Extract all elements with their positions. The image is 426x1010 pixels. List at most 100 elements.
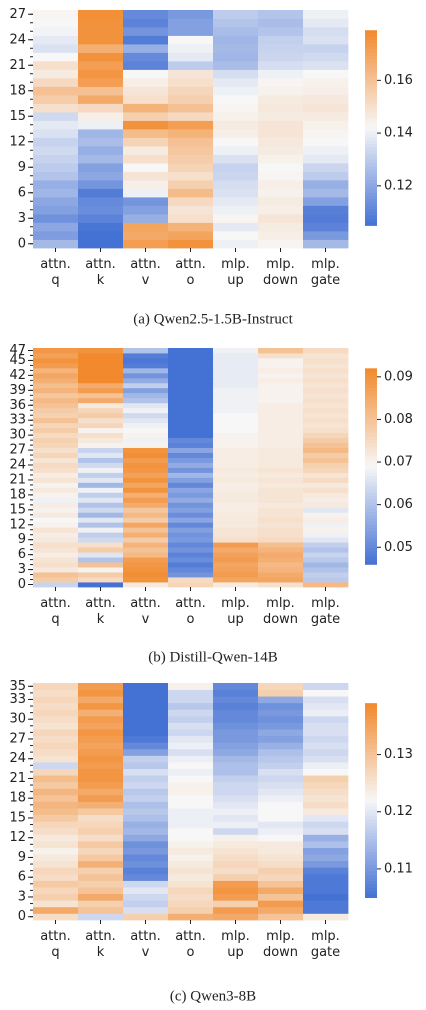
heatmap-cell <box>168 377 214 384</box>
heatmap-cell <box>213 497 259 503</box>
heatmap-cell <box>168 103 214 113</box>
heatmap-cell <box>303 377 349 384</box>
colorbar-segment <box>365 440 377 444</box>
heatmap-cell <box>303 163 349 172</box>
heatmap-cell <box>123 61 169 70</box>
heatmap-cell <box>168 582 214 588</box>
colorbar-segment <box>365 127 377 132</box>
heatmap-cell <box>78 442 124 448</box>
heatmap-cell <box>213 709 259 717</box>
heatmap-cell <box>123 205 169 215</box>
heatmap-cell <box>213 867 259 875</box>
heatmap-cell <box>168 860 214 868</box>
colorbar-segment <box>365 508 377 513</box>
heatmap-cell <box>303 52 349 62</box>
colorbar-segment <box>365 826 377 830</box>
heatmap-cell <box>33 412 79 419</box>
heatmap-cell <box>303 10 349 19</box>
heatmap-cell <box>258 552 304 558</box>
heatmap-cell <box>303 781 349 789</box>
colorbar-segment <box>365 557 377 562</box>
colorbar-segment <box>365 456 377 461</box>
heatmap-cell <box>168 382 214 389</box>
heatmap-cell <box>258 462 304 468</box>
colorbar-tick-label: 0.12 <box>384 804 413 819</box>
x-tick-label: attn. o <box>175 929 206 960</box>
heatmap-cell <box>78 814 124 822</box>
heatmap-cell <box>33 357 79 364</box>
heatmap-cell <box>33 880 79 888</box>
heatmap-cell <box>213 197 259 206</box>
heatmap-cell <box>168 417 214 424</box>
heatmap-cell <box>303 582 349 588</box>
heatmap-cell <box>303 214 349 223</box>
heatmap-cell <box>168 362 214 369</box>
colorbar-segment <box>365 371 377 376</box>
heatmap-cell <box>168 788 214 796</box>
heatmap-cell <box>168 537 214 543</box>
heatmap-cell <box>213 512 259 518</box>
heatmap-cell <box>78 447 124 453</box>
heatmap-cell <box>258 442 304 448</box>
heatmap-cell <box>123 913 169 921</box>
heatmap-cell <box>168 95 214 104</box>
heatmap-cell <box>258 180 304 189</box>
heatmap-cell <box>123 689 169 697</box>
heatmap-cell <box>78 537 124 543</box>
heatmap-cell <box>303 860 349 868</box>
heatmap-cell <box>258 867 304 875</box>
heatmap-cell <box>123 507 169 513</box>
heatmap-cell <box>258 129 304 138</box>
heatmap-cell <box>78 69 124 79</box>
heatmap-cell <box>123 729 169 737</box>
heatmap-cell <box>258 137 304 147</box>
colorbar-tick-label: 0.12 <box>384 178 413 193</box>
heatmap-cell <box>303 696 349 704</box>
x-tick-label: attn. v <box>130 596 161 627</box>
heatmap-cell <box>168 742 214 750</box>
colorbar-segment <box>365 767 377 772</box>
heatmap-cell <box>78 702 124 710</box>
heatmap-cell <box>213 900 259 908</box>
heatmap-cell <box>168 447 214 453</box>
colorbar-segment <box>365 803 377 808</box>
y-tick-label: 33 <box>9 413 26 428</box>
heatmap-cell <box>78 412 124 419</box>
heatmap-cell <box>33 562 79 568</box>
heatmap-cell <box>78 27 124 36</box>
heatmap-cell <box>33 214 79 223</box>
y-tick-label: 15 <box>9 109 26 124</box>
heatmap-cell <box>213 482 259 488</box>
colorbar-segment <box>365 166 377 171</box>
heatmap-cell <box>213 372 259 379</box>
heatmap-cell <box>213 788 259 796</box>
heatmap-cell <box>78 477 124 483</box>
heatmap-cell <box>78 775 124 783</box>
heatmap-cell <box>303 821 349 829</box>
heatmap-cell <box>258 457 304 463</box>
x-tick-label: mlp. gate <box>311 257 340 288</box>
heatmap-cell <box>303 788 349 796</box>
colorbar-segment <box>365 813 377 818</box>
heatmap-cell <box>258 407 304 414</box>
colorbar-segment <box>365 105 377 109</box>
colorbar-segment <box>365 881 377 886</box>
colorbar-segment <box>365 505 377 510</box>
heatmap-cell <box>303 537 349 543</box>
heatmap-cell <box>78 372 124 379</box>
heatmap-cell <box>213 577 259 583</box>
heatmap-cell <box>258 112 304 121</box>
heatmap-cell <box>303 137 349 147</box>
heatmap-cell <box>78 748 124 756</box>
heatmap-cell <box>168 547 214 553</box>
heatmap-cell <box>123 748 169 756</box>
heatmap-cell <box>213 18 259 28</box>
heatmap-cell <box>213 893 259 901</box>
heatmap-cell <box>258 452 304 458</box>
heatmap-cell <box>213 422 259 429</box>
heatmap-cell <box>213 377 259 384</box>
heatmap-cell <box>213 552 259 558</box>
heatmap-cell <box>303 547 349 553</box>
heatmap-cell <box>33 467 79 473</box>
heatmap-cell <box>78 214 124 223</box>
